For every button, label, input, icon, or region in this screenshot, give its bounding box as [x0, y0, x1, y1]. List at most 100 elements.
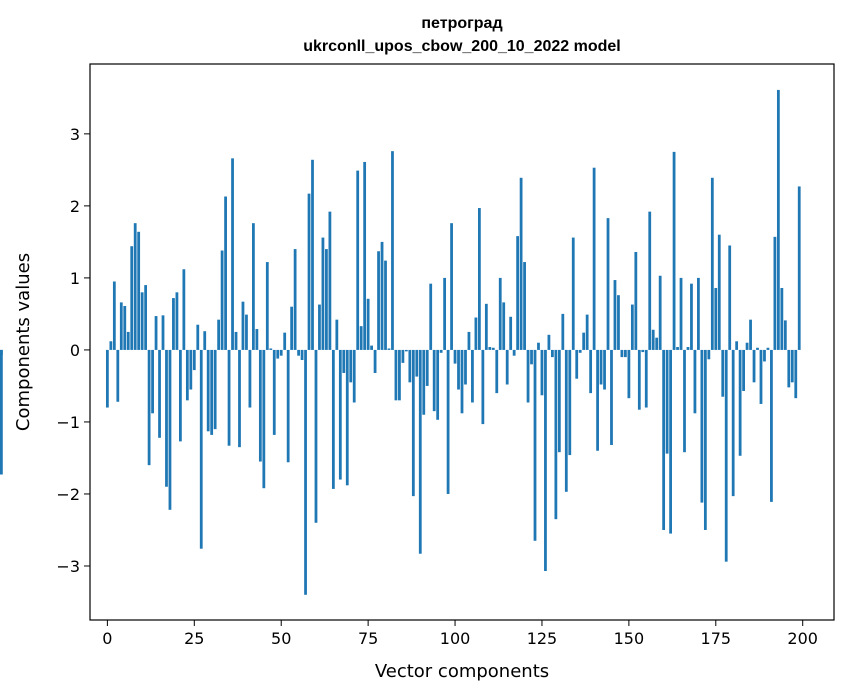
bar [179, 349, 182, 442]
bar [279, 349, 283, 356]
bar [401, 349, 405, 363]
bar [592, 167, 596, 350]
bar [637, 349, 641, 410]
bar [443, 277, 447, 350]
bar [471, 349, 474, 403]
bar [213, 349, 217, 430]
bar [554, 349, 558, 520]
bar [498, 277, 502, 350]
bar [752, 349, 756, 383]
bar [366, 298, 370, 350]
x-tick-label: 150 [614, 629, 645, 648]
x-tick-label: 200 [787, 629, 818, 648]
x-tick-label: 125 [527, 629, 558, 648]
bar [0, 349, 3, 355]
bar [686, 347, 690, 350]
bar [617, 295, 620, 350]
y-axis-label: Components values [13, 253, 34, 431]
bar [286, 349, 290, 463]
y-axis-ticks: −3 −2 −1 0 1 2 3 [56, 125, 90, 576]
bar [738, 349, 742, 456]
bar [585, 314, 589, 350]
bar [307, 193, 311, 350]
bar [436, 349, 440, 420]
bar [123, 305, 127, 350]
bar [630, 304, 634, 350]
bar [203, 331, 207, 350]
x-tick-label: 50 [271, 629, 291, 648]
bar [530, 349, 533, 365]
bar [756, 347, 759, 350]
y-tick-label: 2 [70, 197, 80, 216]
bar [540, 349, 544, 396]
bar [683, 349, 686, 453]
bar [140, 292, 144, 350]
bar [624, 349, 627, 358]
chart-title: петроград [421, 15, 502, 32]
bar [477, 208, 481, 350]
x-tick-label: 25 [184, 629, 204, 648]
bar [613, 280, 617, 350]
y-tick-label: −2 [56, 485, 80, 504]
bar [325, 249, 328, 350]
bar [356, 170, 360, 350]
bar [210, 349, 214, 435]
bar [165, 349, 168, 487]
bar [697, 277, 700, 350]
y-tick-label: −3 [56, 557, 80, 576]
bar [523, 262, 526, 350]
bar [172, 298, 175, 350]
bar [429, 283, 433, 350]
bar [119, 302, 123, 350]
bar [185, 349, 189, 401]
x-tick-label: 175 [701, 629, 732, 648]
bar [245, 314, 248, 350]
bar [384, 260, 387, 350]
chart-subtitle: ukrconll_upos_cbow_200_10_2022 model [303, 38, 620, 55]
bar [269, 348, 273, 350]
bar [519, 177, 523, 350]
bar [217, 319, 221, 350]
bar [411, 349, 415, 497]
y-tick-label: 3 [70, 125, 80, 144]
bar [196, 324, 200, 350]
bar [484, 303, 488, 350]
bar [147, 349, 151, 466]
bar [133, 223, 137, 350]
bar [192, 349, 196, 371]
bar [439, 349, 443, 353]
bar [561, 313, 565, 350]
bar [446, 349, 450, 494]
bar [457, 349, 460, 390]
bar [453, 349, 457, 364]
bar [415, 349, 419, 377]
bar [224, 196, 227, 350]
bar [227, 349, 231, 446]
bar [345, 349, 349, 486]
bar [425, 349, 429, 386]
bar [265, 262, 269, 350]
bar [175, 292, 179, 350]
bar [627, 349, 631, 399]
bar [505, 349, 509, 385]
bar [199, 349, 203, 549]
bar [450, 223, 453, 350]
bar [714, 287, 718, 350]
bar [460, 349, 464, 414]
bar [547, 334, 551, 350]
bar [272, 349, 276, 435]
bar [766, 347, 770, 350]
bar [168, 349, 172, 510]
bar [703, 349, 707, 530]
bar [735, 341, 739, 350]
bar [575, 349, 579, 379]
bar [255, 329, 259, 350]
bar [724, 349, 728, 562]
bar [144, 285, 148, 350]
bar [571, 237, 575, 350]
bar [398, 349, 401, 401]
bar [464, 349, 467, 385]
bar [512, 349, 516, 356]
bar [797, 186, 801, 350]
bar [238, 349, 241, 448]
